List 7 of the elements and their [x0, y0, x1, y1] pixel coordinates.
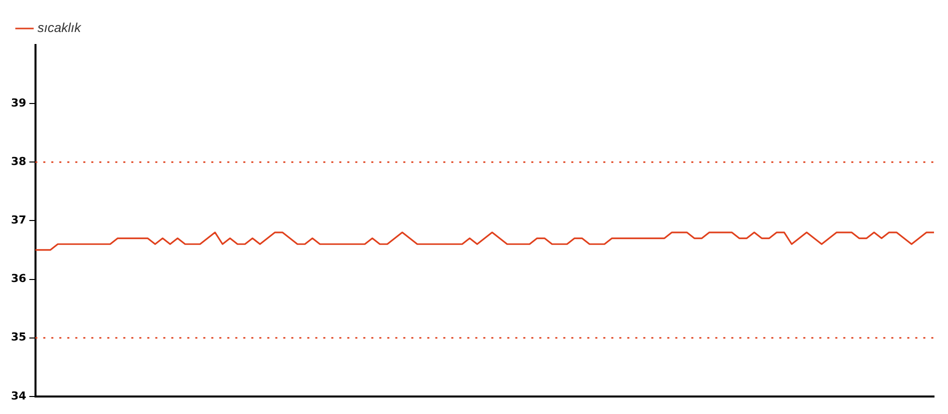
- legend-label: sıcaklık: [38, 20, 82, 36]
- y-tick-label: 36: [10, 272, 27, 286]
- y-tick-label: 34: [10, 389, 27, 402]
- y-tick-label: 38: [10, 154, 26, 168]
- y-tick-label: 37: [10, 214, 26, 227]
- y-tick-label: 39: [10, 96, 26, 110]
- y-tick-label: 35: [10, 330, 26, 344]
